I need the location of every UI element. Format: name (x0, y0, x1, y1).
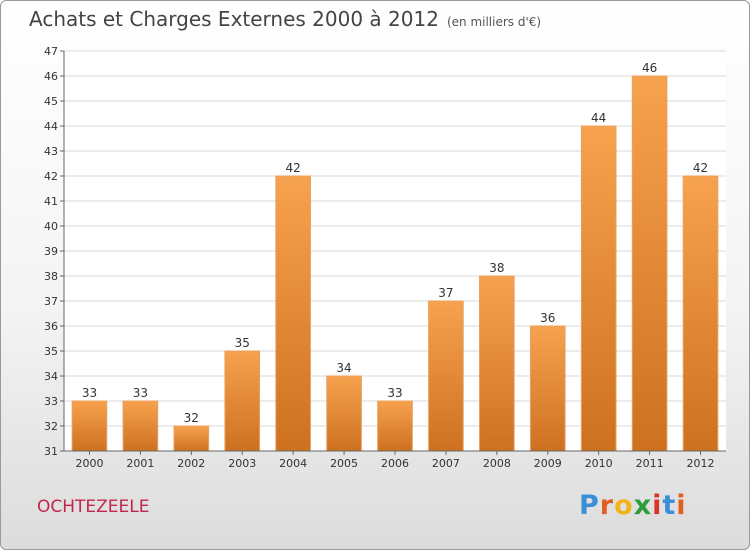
bar-2003 (224, 350, 261, 452)
y-tick-label: 44 (44, 120, 58, 133)
chart-subtitle: (en milliers d'€) (446, 15, 542, 29)
y-tick-label: 46 (44, 70, 58, 83)
y-tick-label: 33 (44, 395, 58, 408)
x-tick-label-2006: 2006 (381, 457, 409, 470)
y-tick-label: 37 (44, 295, 58, 308)
axes: 31 32 33 34 35 36 37 38 39 40 41 42 43 44 45 46 47 2000 20… (44, 45, 726, 470)
bar-2009 (529, 325, 566, 452)
data-label-2008: 38 (489, 261, 504, 275)
y-tick-label: 45 (44, 95, 58, 108)
logo-letter: i (676, 490, 687, 521)
y-tick-label: 47 (44, 45, 58, 58)
x-tick-label-2012: 2012 (687, 457, 715, 470)
y-tick-label: 38 (44, 270, 58, 283)
data-label-2009: 36 (540, 311, 555, 325)
data-label-2010: 44 (591, 111, 606, 125)
y-tick-label: 31 (44, 445, 58, 458)
chart-title: Achats et Charges Externes 2000 à 2012 (e… (29, 7, 541, 31)
data-label-2003: 35 (235, 336, 250, 350)
logo-letter: P (579, 490, 600, 521)
bar-2004 (275, 175, 311, 452)
bars: 33 33 32 35 42 34 33 37 38 36 44 46 42 (71, 61, 719, 452)
x-tick-label-2000: 2000 (75, 457, 103, 470)
bar-2007 (428, 300, 464, 452)
proxiti-logo[interactable]: Proxiti (579, 490, 687, 521)
y-tick-label: 36 (44, 320, 58, 333)
y-tick-label: 35 (44, 345, 58, 358)
data-label-2011: 46 (642, 61, 657, 75)
town-name: OCHTEZEELE (37, 497, 150, 517)
bar-2005 (326, 375, 362, 452)
x-tick-label-2007: 2007 (432, 457, 460, 470)
chart-title-text: Achats et Charges Externes 2000 à 2012 (29, 7, 439, 31)
logo-letter: t (662, 490, 677, 521)
data-label-2007: 37 (438, 286, 453, 300)
data-label-2002: 32 (184, 411, 199, 425)
y-tick-label: 39 (44, 245, 58, 258)
logo-letter: i (652, 490, 663, 521)
x-tick-label-2009: 2009 (534, 457, 562, 470)
y-tick-label: 34 (44, 370, 58, 383)
data-label-2001: 33 (133, 386, 148, 400)
x-tick-label-2008: 2008 (483, 457, 511, 470)
bar-2001 (122, 400, 159, 452)
bar-2010 (580, 125, 617, 452)
x-tick-label-2010: 2010 (585, 457, 613, 470)
x-tick-label-2004: 2004 (279, 457, 307, 470)
x-tick-label-2005: 2005 (330, 457, 358, 470)
logo-letter: r (599, 490, 615, 521)
x-tick-label-2003: 2003 (228, 457, 256, 470)
y-tick-label: 43 (44, 145, 58, 158)
y-tick-label: 42 (44, 170, 58, 183)
data-label-2000: 33 (82, 386, 97, 400)
bar-2002 (173, 425, 210, 452)
x-tick-label-2011: 2011 (636, 457, 664, 470)
x-tick-label-2002: 2002 (177, 457, 205, 470)
y-tick-label: 41 (44, 195, 58, 208)
data-label-2004: 42 (286, 161, 301, 175)
data-label-2005: 34 (336, 361, 351, 375)
bar-2008 (479, 275, 515, 452)
bar-2006 (377, 400, 413, 452)
bar-2011 (631, 75, 668, 452)
data-label-2012: 42 (693, 161, 708, 175)
y-tick-label: 40 (44, 220, 58, 233)
x-tick-label-2001: 2001 (126, 457, 154, 470)
logo-letter: x (633, 490, 653, 521)
bar-2000 (71, 400, 108, 452)
logo-letter: o (614, 490, 634, 521)
y-tick-label: 32 (44, 420, 58, 433)
data-label-2006: 33 (387, 386, 402, 400)
bar-2012 (682, 175, 719, 452)
